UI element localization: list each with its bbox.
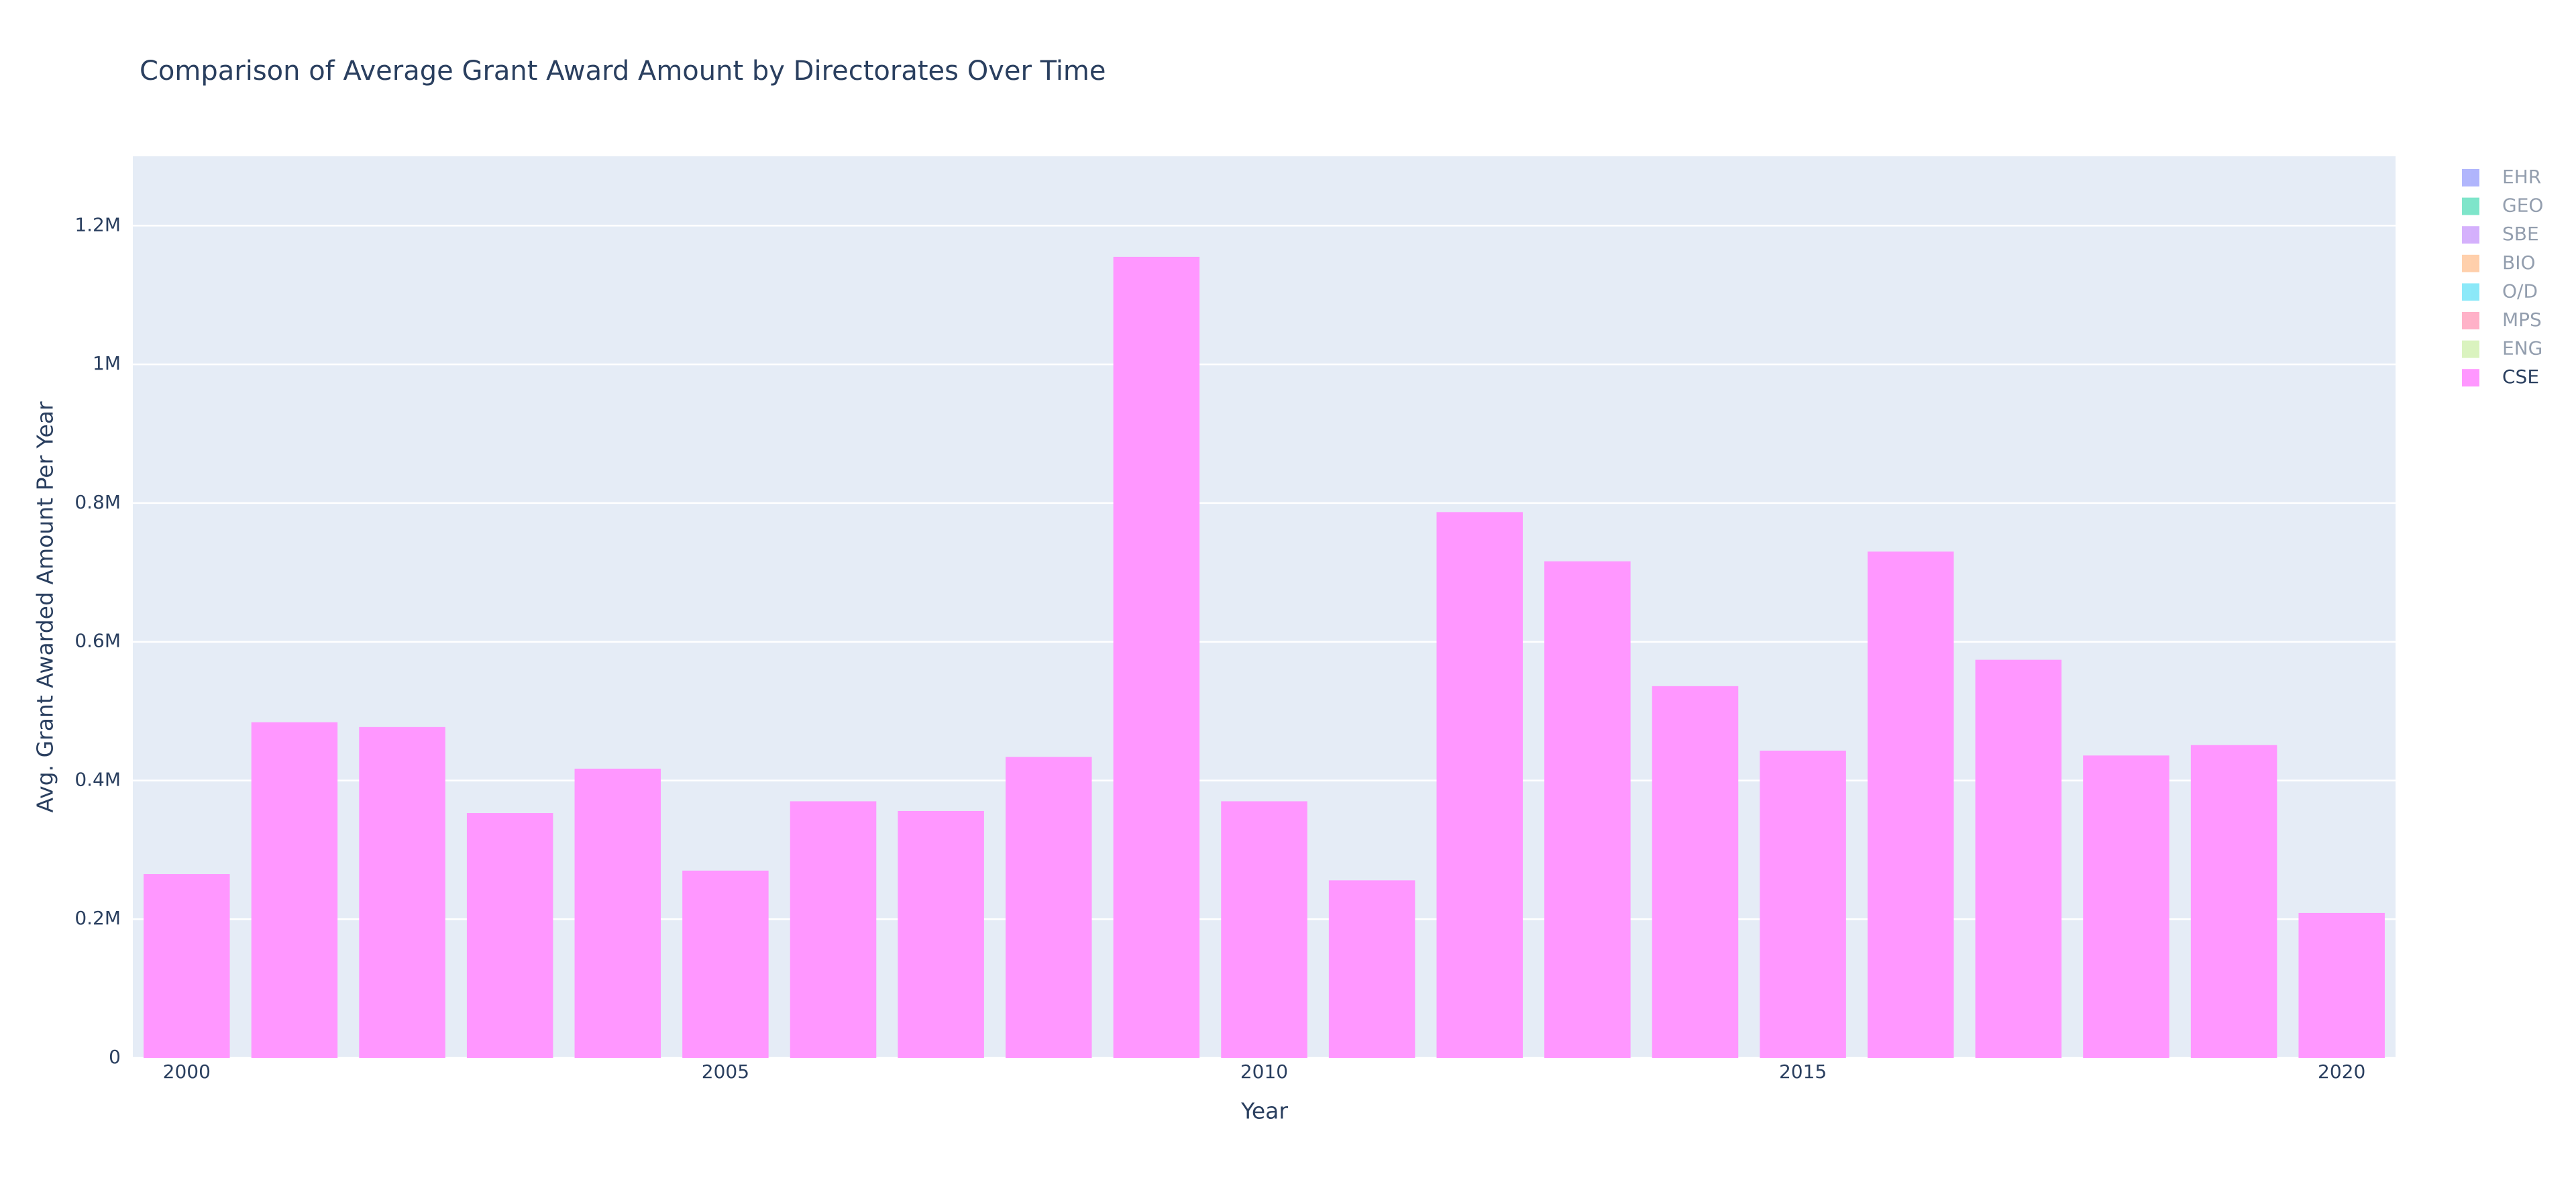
legend-label: CSE	[2502, 366, 2539, 388]
bar	[1221, 801, 1307, 1058]
y-tick-label: 0.2M	[74, 907, 121, 929]
legend-swatch	[2462, 197, 2479, 215]
bar	[1113, 256, 1200, 1058]
legend-item: CSE	[2462, 366, 2539, 388]
legend-label: MPS	[2502, 309, 2542, 331]
legend-label: SBE	[2502, 223, 2539, 245]
bar	[2190, 745, 2277, 1058]
legend-swatch	[2462, 169, 2479, 186]
chart-title: Comparison of Average Grant Award Amount…	[140, 56, 1106, 87]
legend-item: MPS	[2462, 309, 2542, 331]
legend-item: GEO	[2462, 195, 2543, 217]
bar	[1760, 751, 1846, 1058]
bar	[466, 813, 553, 1058]
legend-swatch	[2462, 312, 2479, 329]
bar	[359, 726, 445, 1058]
legend-swatch	[2462, 254, 2479, 272]
legend-swatch	[2462, 369, 2479, 387]
bar	[682, 870, 769, 1058]
x-tick-label: 2020	[2318, 1061, 2365, 1083]
bar	[2298, 912, 2385, 1058]
bar	[898, 810, 984, 1058]
y-tick-label: 0	[109, 1046, 121, 1068]
y-tick-label: 1.2M	[74, 213, 121, 235]
y-axis-title: Avg. Grant Awarded Amount Per Year	[32, 401, 58, 812]
legend-swatch	[2462, 283, 2479, 301]
y-tick-label: 0.6M	[74, 630, 121, 652]
y-tick-label: 1M	[93, 352, 121, 374]
bar	[1328, 880, 1415, 1058]
y-tick-label: 0.4M	[74, 768, 121, 790]
bar	[1867, 551, 1954, 1058]
legend-swatch	[2462, 226, 2479, 244]
x-tick-label: 2000	[163, 1061, 211, 1083]
legend-item: O/D	[2462, 280, 2538, 302]
legend-label: ENG	[2502, 337, 2542, 360]
bar	[251, 722, 338, 1058]
legend-swatch	[2462, 340, 2479, 358]
y-tick-label: 0.8M	[74, 491, 121, 513]
x-tick-label: 2015	[1779, 1061, 1827, 1083]
bar	[144, 874, 230, 1058]
legend-label: O/D	[2502, 280, 2538, 302]
bar	[1975, 659, 2062, 1058]
legend-label: GEO	[2502, 195, 2543, 217]
bar	[1006, 757, 1092, 1058]
legend-label: EHR	[2502, 166, 2541, 188]
legend-item: BIO	[2462, 252, 2536, 274]
x-tick-label: 2005	[702, 1061, 749, 1083]
bar	[1436, 512, 1523, 1058]
bar	[1652, 686, 1739, 1058]
legend-label: BIO	[2502, 252, 2536, 274]
bar	[790, 801, 877, 1058]
x-tick-label: 2010	[1240, 1061, 1288, 1083]
bar	[1544, 561, 1631, 1058]
legend-item: ENG	[2462, 337, 2542, 360]
bar	[574, 768, 661, 1058]
bar	[2083, 755, 2169, 1058]
legend-item: SBE	[2462, 223, 2539, 245]
legend-item: EHR	[2462, 166, 2541, 188]
x-axis-title: Year	[1240, 1098, 1288, 1124]
